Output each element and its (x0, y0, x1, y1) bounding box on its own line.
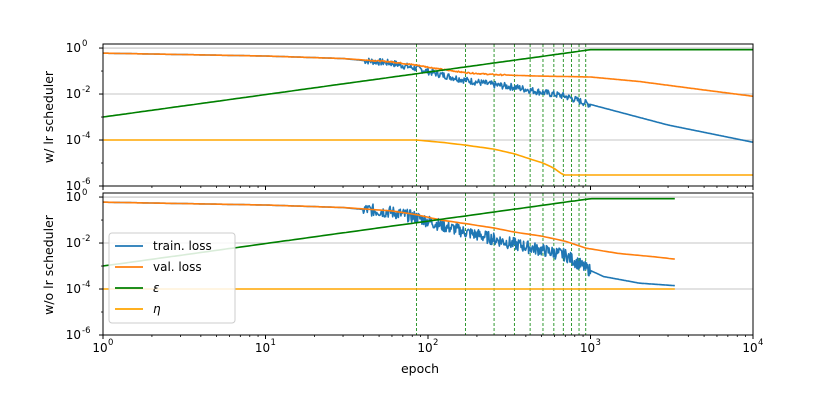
x-tick-exponent: 3 (596, 338, 601, 348)
y-tick-label: 10 (66, 282, 81, 296)
x-tick-exponent: 2 (433, 338, 438, 348)
series-line (102, 201, 675, 260)
legend-label: train. loss (153, 239, 212, 253)
x-tick-label: 10 (742, 341, 757, 355)
x-tick-label: 10 (255, 341, 270, 355)
y-tick-label: 10 (66, 236, 81, 250)
x-tick-label: 10 (92, 341, 107, 355)
y-tick-exponent: -4 (82, 131, 90, 141)
y-axis-label-bottom: w/o lr scheduler (41, 214, 56, 315)
y-tick-label: 10 (66, 87, 81, 101)
x-tick-exponent: 1 (271, 338, 276, 348)
x-tick-exponent: 0 (108, 338, 113, 348)
y-tick-label: 10 (66, 179, 81, 193)
y-axis-label-top: w/ lr scheduler (41, 70, 56, 163)
y-tick-label: 10 (66, 133, 81, 147)
legend-box (108, 232, 236, 324)
y-tick-exponent: 0 (82, 39, 87, 49)
x-tick-exponent: 4 (758, 338, 763, 348)
legend: train. loss val. loss εη (108, 232, 236, 324)
legend-label: η (153, 302, 161, 316)
y-tick-exponent: -6 (82, 177, 90, 187)
y-tick-exponent: -4 (82, 280, 90, 290)
y-tick-label: 10 (66, 328, 81, 342)
y-tick-exponent: -2 (82, 234, 90, 244)
y-tick-label: 10 (66, 41, 81, 55)
x-tick-label: 10 (580, 341, 595, 355)
legend-label: val. loss (153, 260, 202, 274)
y-tick-label: 10 (66, 190, 81, 204)
x-tick-label: 10 (417, 341, 432, 355)
x-axis-label: epoch (401, 361, 439, 376)
y-tick-exponent: 0 (82, 188, 87, 198)
series-line (102, 48, 753, 118)
y-tick-exponent: -2 (82, 85, 90, 95)
series-line (102, 52, 754, 98)
plot-frame (102, 43, 754, 187)
x-axis: 10 0 10 1 10 2 10 3 10 4 (92, 338, 763, 355)
legend-label: ε (153, 281, 160, 295)
y-tick-exponent: -6 (82, 326, 90, 336)
series-line (103, 139, 753, 176)
